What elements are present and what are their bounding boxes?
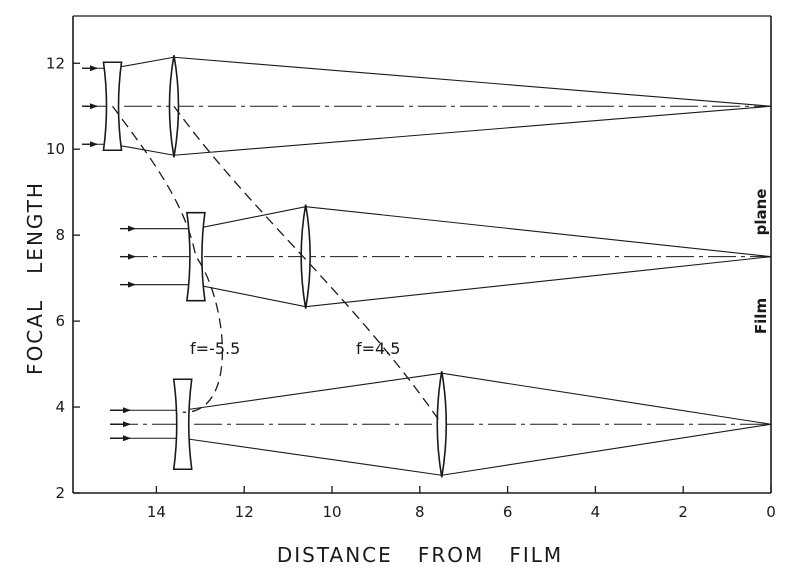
negative-lens — [172, 378, 193, 471]
x-tick-label: 2 — [678, 503, 688, 521]
marginal-ray — [97, 56, 772, 107]
x-tick-label: 8 — [415, 503, 425, 521]
marginal-ray — [135, 256, 772, 308]
negative-lens — [102, 61, 123, 152]
marginal-ray — [135, 206, 772, 258]
x-axis-title: DISTANCE FROM FILM — [277, 543, 563, 567]
positive-lens-path-curve — [173, 105, 443, 425]
positive-lens — [300, 204, 311, 309]
y-tick-label: 2 — [55, 484, 65, 502]
x-tick-label: 0 — [766, 503, 776, 521]
negative-lens — [186, 211, 206, 302]
y-tick-label: 10 — [46, 140, 65, 158]
marginal-ray — [130, 372, 772, 425]
negative-lens-path-curve — [111, 105, 224, 413]
lens-path-curves — [111, 105, 443, 425]
marginal-ray — [130, 423, 772, 476]
x-tick-label: 12 — [235, 503, 254, 521]
y-axis-title: FOCAL LENGTH — [23, 181, 47, 375]
x-tick-label: 14 — [147, 503, 166, 521]
axis-ticks — [73, 62, 772, 494]
negative-lens-focal-annotation: f=-5.5 — [190, 339, 240, 358]
y-tick-label: 8 — [55, 226, 65, 244]
film-label: Film — [752, 298, 770, 334]
tick-labels: 14 12 10 8 6 4 2 0 12 10 8 6 4 2 — [46, 54, 776, 521]
marginal-ray — [97, 105, 772, 156]
y-tick-label: 4 — [55, 398, 65, 416]
y-tick-label: 6 — [55, 312, 65, 330]
positive-lens-focal-annotation: f=4.5 — [356, 339, 400, 358]
lenses — [102, 55, 448, 478]
y-tick-label: 12 — [46, 54, 65, 72]
x-tick-label: 6 — [503, 503, 513, 521]
plane-label: plane — [752, 189, 770, 236]
x-tick-label: 10 — [322, 503, 341, 521]
x-tick-label: 4 — [591, 503, 601, 521]
